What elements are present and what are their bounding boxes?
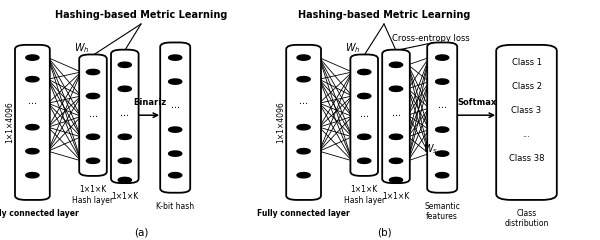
Text: Hashing-based Metric Learning: Hashing-based Metric Learning — [298, 10, 470, 20]
Circle shape — [358, 158, 371, 163]
Text: $\mathit{W_h}$: $\mathit{W_h}$ — [74, 41, 90, 55]
Text: ⋯: ⋯ — [89, 112, 97, 121]
Text: Fully connected layer: Fully connected layer — [0, 209, 79, 218]
Circle shape — [169, 55, 182, 60]
Circle shape — [26, 173, 39, 178]
FancyBboxPatch shape — [160, 42, 190, 193]
Text: Class 2: Class 2 — [511, 82, 542, 91]
Circle shape — [297, 173, 310, 178]
FancyBboxPatch shape — [286, 45, 321, 200]
Text: Hash layer: Hash layer — [344, 196, 385, 204]
Circle shape — [389, 86, 403, 91]
Circle shape — [86, 158, 100, 163]
Text: ⋯: ⋯ — [120, 111, 130, 120]
Text: ⋯: ⋯ — [392, 111, 401, 120]
Circle shape — [26, 125, 39, 130]
Circle shape — [86, 134, 100, 139]
FancyBboxPatch shape — [496, 45, 557, 200]
Text: Hash layer: Hash layer — [73, 196, 113, 204]
Circle shape — [26, 55, 39, 60]
Circle shape — [297, 55, 310, 60]
Text: Class
distribution: Class distribution — [505, 209, 549, 228]
Circle shape — [436, 173, 449, 178]
Text: ⋯: ⋯ — [28, 99, 37, 108]
Circle shape — [389, 62, 403, 67]
Circle shape — [358, 134, 371, 139]
FancyBboxPatch shape — [111, 50, 139, 183]
Circle shape — [297, 125, 310, 130]
Circle shape — [169, 79, 182, 84]
Text: $\mathit{W_s}$: $\mathit{W_s}$ — [423, 142, 438, 156]
Circle shape — [118, 158, 131, 163]
Text: Hashing-based Metric Learning: Hashing-based Metric Learning — [55, 10, 227, 20]
Circle shape — [436, 79, 449, 84]
Text: 1×1×K: 1×1×K — [350, 185, 378, 194]
Text: K-bit hash: K-bit hash — [156, 202, 194, 211]
Circle shape — [436, 127, 449, 132]
FancyBboxPatch shape — [79, 54, 107, 176]
Circle shape — [358, 69, 371, 75]
Text: ⋯: ⋯ — [170, 103, 180, 113]
FancyBboxPatch shape — [350, 54, 378, 176]
Circle shape — [86, 93, 100, 99]
Text: Softmax: Softmax — [457, 98, 497, 107]
Circle shape — [118, 134, 131, 139]
Text: 1×1×4096: 1×1×4096 — [5, 102, 14, 143]
Circle shape — [169, 173, 182, 178]
Text: Binariz: Binariz — [133, 98, 166, 107]
Text: Class 1: Class 1 — [511, 58, 542, 67]
Text: ⋯: ⋯ — [360, 112, 368, 121]
Text: Class 3: Class 3 — [511, 106, 542, 115]
Text: ...: ... — [523, 130, 530, 139]
Text: $\mathit{W_h}$: $\mathit{W_h}$ — [345, 41, 361, 55]
Text: 1×1×K: 1×1×K — [79, 185, 107, 194]
Circle shape — [436, 55, 449, 60]
Circle shape — [389, 177, 403, 183]
Circle shape — [297, 77, 310, 82]
Text: Fully connected layer: Fully connected layer — [257, 209, 350, 218]
Circle shape — [118, 177, 131, 183]
FancyBboxPatch shape — [15, 45, 50, 200]
Circle shape — [118, 62, 131, 67]
Circle shape — [297, 149, 310, 154]
Text: 1×1×K: 1×1×K — [382, 192, 410, 201]
Text: ⋯: ⋯ — [299, 99, 308, 108]
Circle shape — [358, 93, 371, 99]
FancyBboxPatch shape — [427, 42, 457, 193]
Circle shape — [436, 151, 449, 156]
Text: Cross-entropy loss: Cross-entropy loss — [392, 34, 470, 43]
Text: Class 38: Class 38 — [509, 154, 544, 163]
Circle shape — [118, 86, 131, 91]
Text: ⋯: ⋯ — [438, 103, 446, 113]
Text: (a): (a) — [134, 228, 148, 238]
Circle shape — [169, 127, 182, 132]
Text: 1×1×4096: 1×1×4096 — [276, 102, 286, 143]
Circle shape — [389, 134, 403, 139]
Circle shape — [26, 149, 39, 154]
FancyBboxPatch shape — [382, 50, 410, 183]
Circle shape — [86, 69, 100, 75]
Circle shape — [26, 77, 39, 82]
Text: 1×1×K: 1×1×K — [111, 192, 139, 201]
Circle shape — [389, 158, 403, 163]
Text: Semantic
features: Semantic features — [424, 202, 460, 221]
Text: (b): (b) — [377, 228, 391, 238]
Circle shape — [169, 151, 182, 156]
